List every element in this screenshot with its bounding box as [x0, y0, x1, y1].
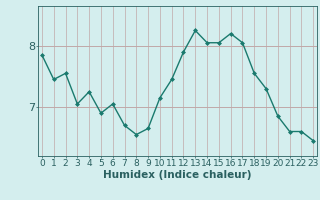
X-axis label: Humidex (Indice chaleur): Humidex (Indice chaleur)	[103, 170, 252, 180]
